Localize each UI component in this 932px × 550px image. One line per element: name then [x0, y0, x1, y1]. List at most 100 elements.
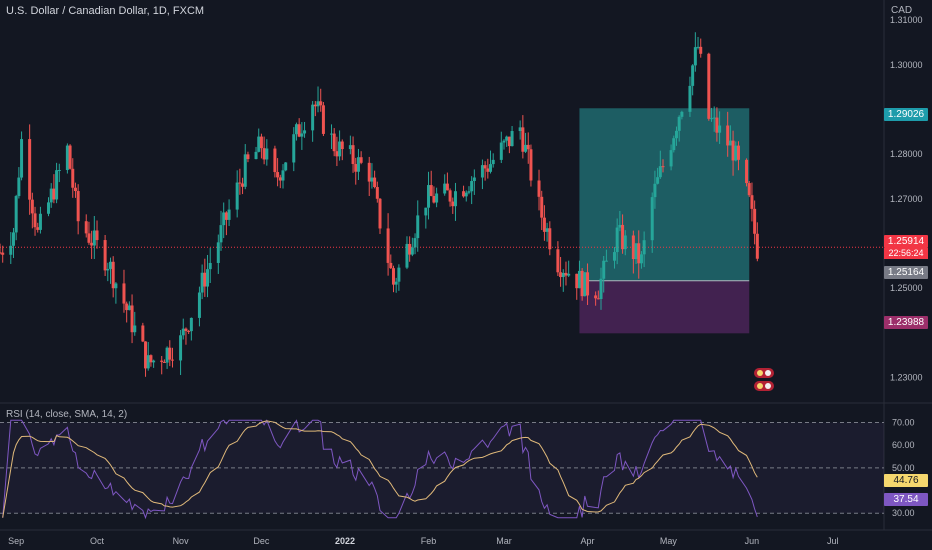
- candle-body: [127, 305, 131, 311]
- candle-body: [462, 191, 466, 197]
- candle-body: [672, 138, 676, 151]
- candle-body: [370, 177, 374, 182]
- candle-body: [235, 182, 239, 210]
- profit-zone: [579, 108, 750, 281]
- candle-body: [688, 85, 692, 112]
- candle-body: [680, 111, 684, 117]
- candle-body: [28, 139, 32, 200]
- countdown-badge: 22:56:24: [884, 248, 928, 259]
- candle-body: [755, 233, 759, 259]
- candle-body: [405, 243, 409, 268]
- candle-body: [583, 272, 587, 297]
- candle-body: [149, 355, 153, 363]
- flag-event-icon[interactable]: [754, 368, 774, 378]
- candle-body: [206, 269, 210, 287]
- candle-body: [106, 268, 110, 271]
- candle-body: [300, 133, 304, 137]
- time-tick-label: Dec: [253, 536, 270, 546]
- candle-body: [189, 317, 193, 332]
- candle-body: [586, 272, 590, 296]
- candle-body: [313, 104, 317, 107]
- candle-body: [540, 196, 544, 218]
- candle-body: [575, 273, 579, 289]
- candle-body: [413, 238, 417, 248]
- candle-body: [122, 283, 126, 304]
- rsi-ma-badge: 44.76: [884, 474, 928, 487]
- candle-body: [141, 325, 145, 342]
- candle-body: [354, 164, 358, 172]
- rsi-line: [2, 419, 758, 520]
- candle-body: [734, 145, 738, 161]
- candle-body: [47, 202, 51, 214]
- candle-body: [332, 133, 336, 152]
- candle-body: [631, 235, 635, 260]
- candle-body: [197, 292, 201, 318]
- candle-body: [529, 149, 533, 181]
- candle-body: [52, 188, 56, 200]
- candle-body: [17, 177, 21, 197]
- candle-body: [170, 359, 174, 361]
- candle-body: [340, 141, 344, 150]
- rsi-tick-label: 30.00: [892, 508, 915, 518]
- candle-body: [518, 127, 522, 132]
- candle-body: [76, 191, 80, 222]
- candle-body: [375, 187, 379, 199]
- candle-body: [38, 213, 42, 230]
- candle-body: [95, 230, 99, 241]
- candle-body: [561, 272, 565, 278]
- candle-body: [564, 272, 568, 276]
- time-tick-label: May: [660, 536, 678, 546]
- candle-body: [656, 177, 660, 184]
- candle-body: [373, 177, 377, 188]
- candle-body: [510, 131, 514, 147]
- candle-body: [726, 125, 730, 146]
- candle-body: [208, 262, 212, 270]
- candle-body: [432, 195, 436, 203]
- candle-body: [311, 104, 315, 131]
- candle-body: [391, 268, 395, 285]
- stop-zone: [579, 280, 750, 334]
- entry-price-badge: 1.25164: [884, 266, 928, 279]
- candle-body: [483, 165, 487, 169]
- candle-body: [669, 150, 673, 167]
- candle-body: [181, 328, 185, 336]
- candle-body: [71, 168, 75, 188]
- candle-body: [416, 215, 420, 239]
- candle-body: [691, 65, 695, 86]
- candle-body: [114, 283, 118, 289]
- candle-body: [130, 305, 134, 333]
- candle-body: [580, 270, 584, 297]
- candle-body: [424, 207, 428, 216]
- candle-body: [448, 190, 452, 202]
- candle-body: [259, 136, 263, 149]
- candle-body: [109, 261, 112, 269]
- candle-body: [65, 145, 69, 171]
- candle-body: [693, 47, 697, 66]
- candle-body: [521, 127, 525, 152]
- candle-body: [505, 136, 509, 141]
- candle-body: [1, 252, 5, 255]
- flag-event-icon[interactable]: [754, 381, 774, 391]
- price-tick-label: 1.23000: [890, 372, 923, 382]
- candle-body: [524, 144, 528, 152]
- candle-body: [556, 249, 560, 273]
- candle-body: [537, 180, 541, 197]
- candle-body: [677, 116, 681, 131]
- candle-body: [650, 197, 654, 241]
- candle-body: [219, 225, 223, 243]
- rsi-indicator-label[interactable]: RSI (14, close, SMA, 14, 2): [6, 409, 128, 420]
- candle-body: [615, 227, 619, 253]
- candle-body: [696, 46, 700, 48]
- candle-body: [594, 295, 598, 299]
- candle-body: [224, 212, 228, 220]
- candle-body: [653, 183, 657, 198]
- candle-body: [699, 46, 703, 54]
- candle-body: [200, 272, 204, 293]
- candle-body: [397, 267, 401, 282]
- candle-body: [216, 242, 220, 263]
- candle-body: [14, 196, 18, 233]
- candle-body: [642, 240, 646, 255]
- candle-body: [367, 162, 371, 182]
- candle-body: [303, 130, 307, 134]
